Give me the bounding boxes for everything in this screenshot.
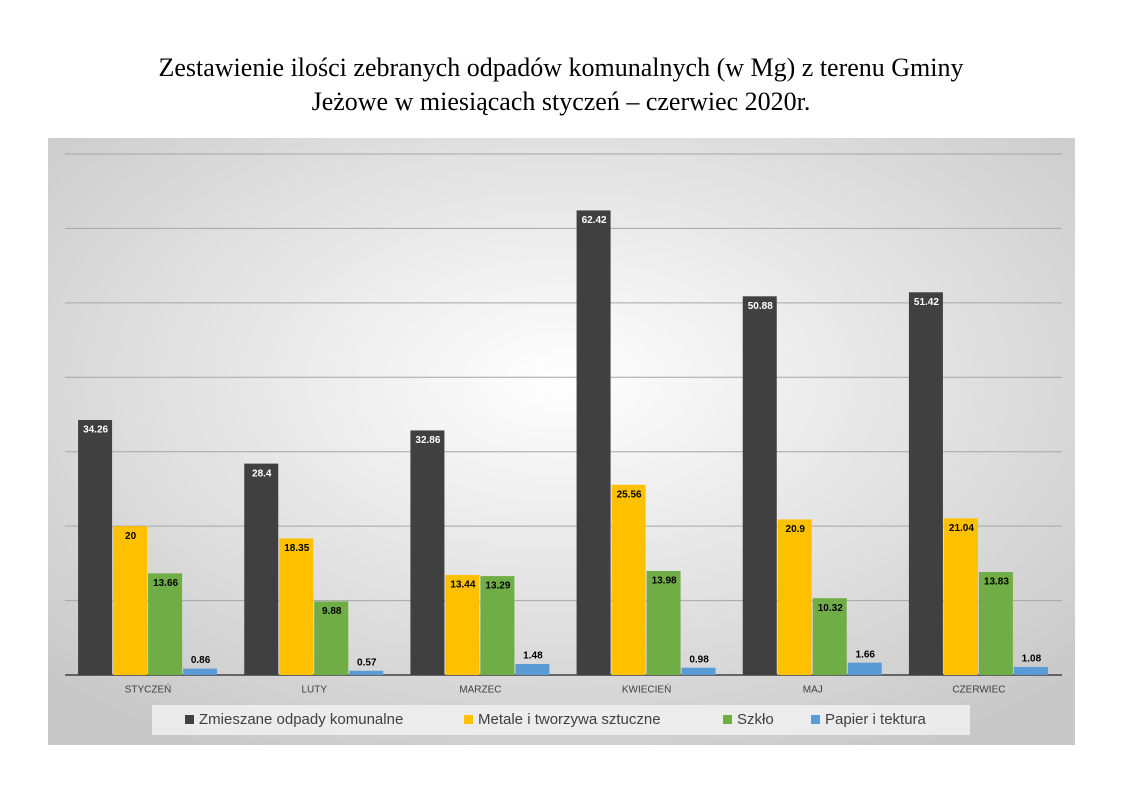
value-label: 13.83 bbox=[984, 577, 1009, 588]
x-tick-label: KWIECIEŃ bbox=[622, 683, 671, 696]
bar bbox=[611, 484, 646, 675]
value-label: 9.88 bbox=[322, 606, 342, 617]
value-label: 1.48 bbox=[523, 651, 543, 662]
value-label: 20.9 bbox=[786, 524, 806, 535]
x-tick-label: STYCZEŃ bbox=[125, 683, 172, 696]
value-label: 50.88 bbox=[748, 301, 773, 312]
value-label: 32.86 bbox=[415, 435, 440, 446]
legend-label: Papier i tektura bbox=[825, 711, 927, 728]
bar bbox=[777, 519, 812, 675]
bar bbox=[908, 292, 943, 675]
value-label: 51.42 bbox=[914, 297, 939, 308]
bar bbox=[646, 570, 681, 675]
value-label: 0.98 bbox=[689, 654, 709, 665]
legend-swatch bbox=[811, 715, 820, 724]
value-label: 0.57 bbox=[357, 657, 377, 668]
bar bbox=[943, 518, 978, 675]
bar bbox=[445, 574, 480, 675]
bar bbox=[349, 670, 384, 675]
bar bbox=[515, 663, 550, 675]
bar bbox=[314, 601, 349, 675]
bar bbox=[576, 210, 611, 675]
bar bbox=[279, 538, 314, 675]
value-label: 10.32 bbox=[818, 603, 843, 614]
value-label: 34.26 bbox=[83, 425, 108, 436]
value-label: 18.35 bbox=[284, 543, 309, 554]
chart-title: Jeżowe w miesiącach styczeń – czerwiec 2… bbox=[312, 87, 811, 116]
bar bbox=[410, 430, 445, 675]
legend-box bbox=[152, 705, 970, 735]
x-tick-label: CZERWIEC bbox=[952, 685, 1005, 696]
value-label: 62.42 bbox=[582, 215, 607, 226]
value-label: 21.04 bbox=[949, 523, 974, 534]
legend-label: Zmieszane odpady komunalne bbox=[199, 711, 403, 728]
value-label: 13.44 bbox=[450, 580, 475, 591]
bar bbox=[742, 296, 777, 675]
legend-swatch bbox=[723, 715, 732, 724]
legend-label: Szkło bbox=[737, 711, 774, 728]
value-label: 13.29 bbox=[485, 581, 510, 592]
chart-area bbox=[48, 138, 1075, 745]
bar bbox=[978, 572, 1013, 675]
value-label: 1.66 bbox=[856, 649, 876, 660]
value-label: 20 bbox=[125, 531, 137, 542]
legend-swatch bbox=[464, 715, 473, 724]
bar bbox=[78, 420, 113, 675]
bar bbox=[244, 463, 279, 675]
bar bbox=[812, 598, 847, 675]
bar bbox=[847, 662, 882, 675]
x-tick-label: MAJ bbox=[803, 685, 823, 696]
x-tick-label: MARZEC bbox=[459, 685, 501, 696]
bar bbox=[148, 573, 183, 675]
value-label: 1.08 bbox=[1022, 654, 1042, 665]
x-tick-label: LUTY bbox=[301, 685, 327, 696]
value-label: 13.98 bbox=[652, 576, 677, 587]
value-label: 0.86 bbox=[191, 655, 211, 666]
bar bbox=[480, 576, 515, 675]
legend-swatch bbox=[185, 715, 194, 724]
bar bbox=[1013, 666, 1048, 675]
value-label: 25.56 bbox=[617, 489, 642, 500]
value-label: 28.4 bbox=[252, 468, 272, 479]
legend-label: Metale i tworzywa sztuczne bbox=[478, 711, 661, 728]
bar bbox=[183, 668, 218, 675]
bar bbox=[113, 526, 148, 675]
bar bbox=[681, 667, 716, 675]
chart-title: Zestawienie ilości zebranych odpadów kom… bbox=[158, 53, 963, 82]
value-label: 13.66 bbox=[153, 578, 178, 589]
